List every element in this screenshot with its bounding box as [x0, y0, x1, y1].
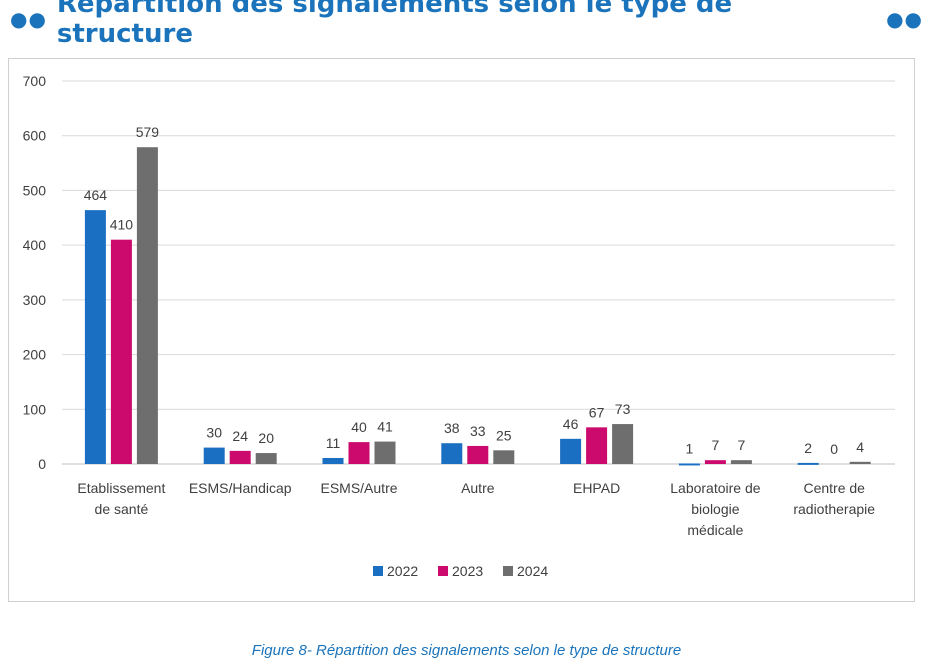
data-label: 40: [351, 419, 367, 435]
title-text: Répartition des signalements selon le ty…: [56, 0, 733, 49]
y-tick-label: 600: [23, 128, 47, 144]
x-tick-label: Autre: [461, 480, 495, 496]
bar-2023: [586, 427, 608, 464]
data-label: 4: [856, 439, 864, 455]
bar-2023: [110, 239, 132, 464]
bar-2024: [374, 441, 396, 464]
y-tick-label: 400: [23, 237, 47, 253]
bar-2022: [560, 438, 582, 464]
x-tick-label: Laboratoire de: [670, 480, 761, 496]
legend-label: 2023: [452, 563, 483, 579]
bar-2024: [255, 453, 277, 464]
title-decor-left: ●●: [10, 7, 47, 31]
x-tick-label: médicale: [687, 522, 743, 538]
legend-swatch-2024: [503, 566, 513, 576]
data-label: 67: [589, 404, 605, 420]
y-tick-label: 500: [23, 182, 47, 198]
data-label: 410: [110, 217, 134, 233]
x-tick-label: de santé: [95, 501, 149, 517]
y-tick-label: 0: [38, 456, 46, 472]
legend-swatch-2023: [438, 566, 448, 576]
bar-2023: [467, 445, 489, 464]
figure-caption: Figure 8- Répartition des signalements s…: [251, 642, 682, 659]
data-label: 46: [563, 416, 579, 432]
bar-2023: [229, 450, 251, 464]
x-tick-label: Etablissement: [77, 480, 165, 496]
chart-frame: [8, 58, 915, 602]
bar-2022: [322, 457, 344, 464]
bar-2023: [348, 442, 370, 464]
bar-2024: [136, 147, 158, 464]
x-tick-label: radiotherapie: [793, 501, 875, 517]
bar-2023: [704, 460, 726, 464]
data-label: 464: [84, 187, 108, 203]
x-tick-label: ESMS/Handicap: [189, 480, 292, 496]
bar-2024: [730, 460, 752, 464]
x-tick-label: biologie: [691, 501, 739, 517]
data-label: 7: [712, 437, 720, 453]
data-label: 73: [615, 401, 631, 417]
bar-2022: [678, 463, 700, 466]
y-tick-label: 300: [23, 292, 47, 308]
data-label: 33: [470, 423, 486, 439]
legend-label: 2024: [517, 563, 548, 579]
data-label: 25: [496, 427, 512, 443]
bar-2022: [203, 447, 225, 464]
data-label: 579: [136, 124, 160, 140]
data-label: 38: [444, 420, 460, 436]
bar-2022: [84, 210, 106, 464]
x-tick-label: ESMS/Autre: [320, 480, 397, 496]
data-label: 1: [686, 440, 694, 456]
data-label: 7: [738, 437, 746, 453]
y-tick-label: 700: [23, 73, 47, 89]
data-label: 0: [830, 441, 838, 457]
x-tick-label: EHPAD: [573, 480, 620, 496]
bar-2024: [612, 424, 634, 464]
x-tick-label: Centre de: [803, 480, 865, 496]
bar-2024: [493, 450, 515, 464]
data-label: 2: [804, 440, 812, 456]
y-tick-label: 200: [23, 347, 47, 363]
legend-swatch-2022: [373, 566, 383, 576]
data-label: 20: [258, 430, 274, 446]
title-decor-right: ●●: [886, 7, 923, 31]
data-label: 11: [326, 435, 341, 451]
data-label: 41: [377, 419, 393, 435]
data-label: 30: [206, 425, 222, 441]
y-tick-label: 100: [23, 401, 47, 417]
legend-label: 2022: [387, 563, 418, 579]
chart-title: ●● Répartition des signalements selon le…: [0, 0, 933, 49]
bar-2022: [797, 462, 819, 465]
bar-2024: [849, 461, 871, 464]
data-label: 24: [232, 428, 248, 444]
bar-2022: [441, 443, 463, 464]
